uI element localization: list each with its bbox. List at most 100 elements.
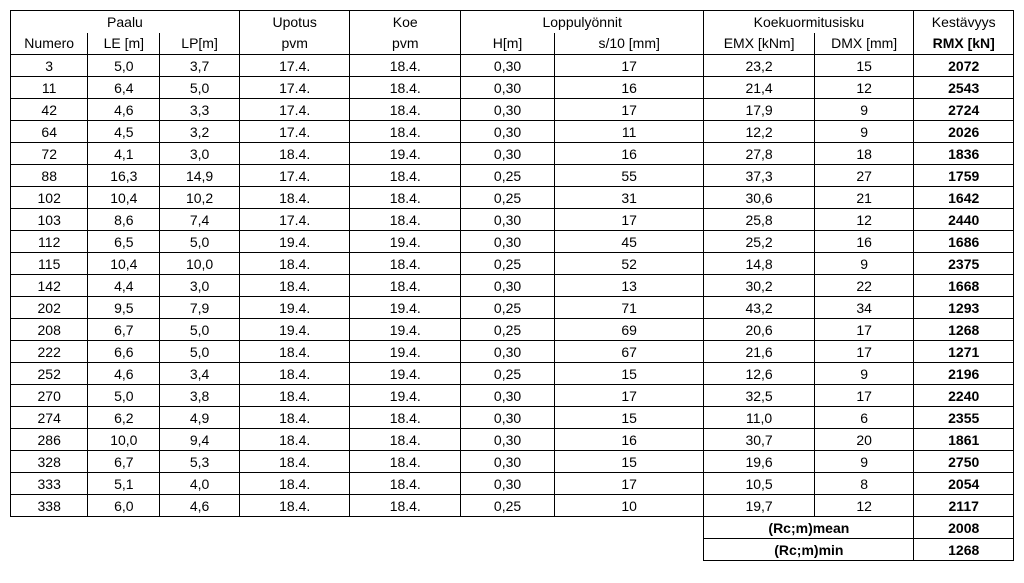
cell-rmx: 1642 <box>914 187 1014 209</box>
table-row: 2086,75,019.4.19.4.0,256920,6171268 <box>11 319 1014 341</box>
cell-upvm: 18.4. <box>239 341 350 363</box>
cell-kpvm: 18.4. <box>350 77 461 99</box>
cell-kpvm: 18.4. <box>350 275 461 297</box>
table-row: 1126,55,019.4.19.4.0,304525,2161686 <box>11 231 1014 253</box>
cell-rmx: 1268 <box>914 319 1014 341</box>
hdr-loppu: Loppulyönnit <box>461 11 704 33</box>
hdr-koe: Koe <box>350 11 461 33</box>
cell-numero: 115 <box>11 253 88 275</box>
cell-le: 6,4 <box>88 77 160 99</box>
cell-h: 0,30 <box>461 77 555 99</box>
hdr-upotus: Upotus <box>239 11 350 33</box>
cell-dmx: 9 <box>814 451 914 473</box>
cell-numero: 142 <box>11 275 88 297</box>
table-row: 2029,57,919.4.19.4.0,257143,2341293 <box>11 297 1014 319</box>
cell-h: 0,30 <box>461 55 555 77</box>
cell-upvm: 18.4. <box>239 407 350 429</box>
table-row: 11510,410,018.4.18.4.0,255214,892375 <box>11 253 1014 275</box>
cell-le: 4,5 <box>88 121 160 143</box>
cell-h: 0,30 <box>461 385 555 407</box>
cell-dmx: 9 <box>814 363 914 385</box>
cell-s10: 17 <box>555 385 704 407</box>
cell-s10: 10 <box>555 495 704 517</box>
cell-rmx: 2724 <box>914 99 1014 121</box>
table-row: 10210,410,218.4.18.4.0,253130,6211642 <box>11 187 1014 209</box>
cell-numero: 338 <box>11 495 88 517</box>
cell-kpvm: 19.4. <box>350 231 461 253</box>
table-row: 2226,65,018.4.19.4.0,306721,6171271 <box>11 341 1014 363</box>
table-row: 1424,43,018.4.18.4.0,301330,2221668 <box>11 275 1014 297</box>
cell-le: 16,3 <box>88 165 160 187</box>
table-row: 424,63,317.4.18.4.0,301717,992724 <box>11 99 1014 121</box>
hdr-emx: EMX [kNm] <box>704 33 815 55</box>
cell-h: 0,30 <box>461 407 555 429</box>
cell-kpvm: 18.4. <box>350 495 461 517</box>
cell-dmx: 12 <box>814 77 914 99</box>
cell-rmx: 2117 <box>914 495 1014 517</box>
hdr-lp: LP[m] <box>160 33 240 55</box>
header-sub-row: Numero LE [m] LP[m] pvm pvm H[m] s/10 [m… <box>11 33 1014 55</box>
cell-numero: 202 <box>11 297 88 319</box>
hdr-dmx: DMX [mm] <box>814 33 914 55</box>
cell-le: 6,5 <box>88 231 160 253</box>
table-row: 2524,63,418.4.19.4.0,251512,692196 <box>11 363 1014 385</box>
cell-s10: 69 <box>555 319 704 341</box>
cell-rmx: 1271 <box>914 341 1014 363</box>
cell-rmx: 2240 <box>914 385 1014 407</box>
cell-numero: 252 <box>11 363 88 385</box>
cell-upvm: 18.4. <box>239 495 350 517</box>
cell-emx: 25,2 <box>704 231 815 253</box>
table-row: 644,53,217.4.18.4.0,301112,292026 <box>11 121 1014 143</box>
cell-numero: 11 <box>11 77 88 99</box>
table-row: 1038,67,417.4.18.4.0,301725,8122440 <box>11 209 1014 231</box>
cell-numero: 328 <box>11 451 88 473</box>
cell-dmx: 12 <box>814 495 914 517</box>
cell-s10: 67 <box>555 341 704 363</box>
cell-numero: 3 <box>11 55 88 77</box>
cell-dmx: 22 <box>814 275 914 297</box>
cell-s10: 15 <box>555 451 704 473</box>
cell-emx: 20,6 <box>704 319 815 341</box>
cell-upvm: 18.4. <box>239 253 350 275</box>
cell-kpvm: 18.4. <box>350 407 461 429</box>
summary-mean-row: (Rc;m)mean 2008 <box>11 517 1014 539</box>
cell-lp: 10,0 <box>160 253 240 275</box>
table-row: 3286,75,318.4.18.4.0,301519,692750 <box>11 451 1014 473</box>
cell-kpvm: 19.4. <box>350 297 461 319</box>
cell-s10: 16 <box>555 77 704 99</box>
summary-min-value: 1268 <box>914 539 1014 561</box>
hdr-kest: Kestävyys <box>914 11 1014 33</box>
cell-emx: 27,8 <box>704 143 815 165</box>
cell-le: 8,6 <box>88 209 160 231</box>
cell-s10: 13 <box>555 275 704 297</box>
cell-dmx: 16 <box>814 231 914 253</box>
cell-emx: 10,5 <box>704 473 815 495</box>
cell-h: 0,25 <box>461 165 555 187</box>
cell-rmx: 2072 <box>914 55 1014 77</box>
cell-kpvm: 19.4. <box>350 319 461 341</box>
cell-rmx: 2750 <box>914 451 1014 473</box>
hdr-koekuorm: Koekuormitusisku <box>704 11 914 33</box>
cell-numero: 333 <box>11 473 88 495</box>
cell-le: 6,6 <box>88 341 160 363</box>
cell-numero: 274 <box>11 407 88 429</box>
cell-h: 0,25 <box>461 253 555 275</box>
cell-lp: 5,3 <box>160 451 240 473</box>
cell-s10: 16 <box>555 143 704 165</box>
cell-dmx: 34 <box>814 297 914 319</box>
cell-s10: 17 <box>555 209 704 231</box>
cell-emx: 21,6 <box>704 341 815 363</box>
cell-lp: 4,6 <box>160 495 240 517</box>
hdr-s10: s/10 [mm] <box>555 33 704 55</box>
cell-emx: 12,2 <box>704 121 815 143</box>
cell-lp: 7,9 <box>160 297 240 319</box>
cell-kpvm: 18.4. <box>350 99 461 121</box>
cell-kpvm: 18.4. <box>350 451 461 473</box>
cell-dmx: 17 <box>814 385 914 407</box>
cell-h: 0,30 <box>461 275 555 297</box>
cell-numero: 286 <box>11 429 88 451</box>
cell-le: 6,7 <box>88 451 160 473</box>
cell-emx: 17,9 <box>704 99 815 121</box>
cell-s10: 45 <box>555 231 704 253</box>
cell-lp: 3,0 <box>160 143 240 165</box>
